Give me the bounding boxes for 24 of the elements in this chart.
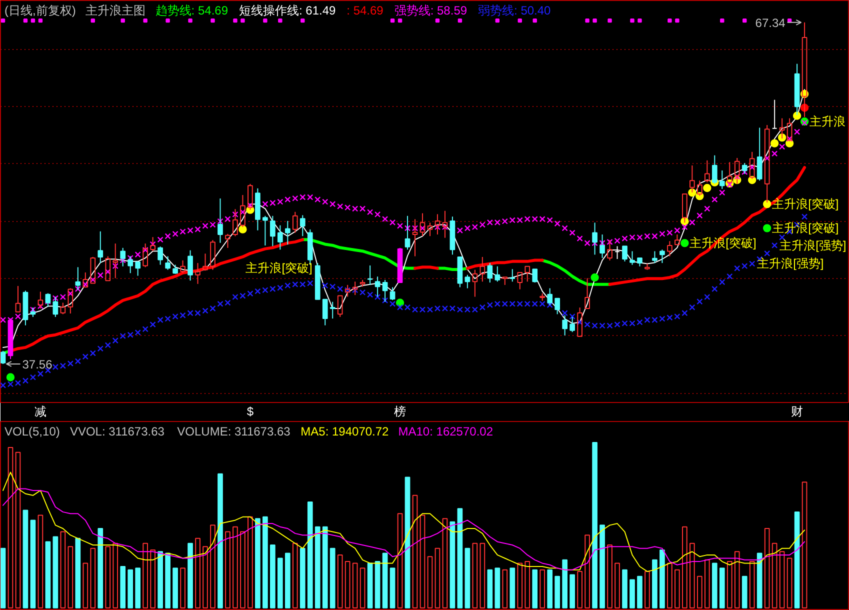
- text: VOLUME: 311673.63: [177, 424, 291, 438]
- data-label: 主升浪[突破]: [772, 197, 839, 212]
- text: : 54.69: [346, 4, 384, 18]
- data-label: 主升浪[强势]: [780, 238, 846, 252]
- text: MA5: 194070.72: [300, 424, 390, 438]
- text: MA10: 162570.02: [398, 424, 494, 438]
- chart-title: VOL(5,10): [4, 424, 60, 438]
- annotation: 67.34: [755, 16, 786, 30]
- chart-subtitle: 主升浪主图: [85, 4, 146, 18]
- data-label: 主升浪[突破]: [246, 260, 312, 275]
- text: 短线操作线: 61.49: [238, 4, 336, 18]
- x-tick-label: $: [246, 404, 254, 418]
- text: 弱势线: 50.40: [478, 4, 552, 18]
- annotation: 37.56: [22, 357, 53, 372]
- text: VVOL: 311673.63: [70, 424, 165, 438]
- text: 趋势线: 54.69: [155, 4, 228, 18]
- chart-title: (日线,前复权): [4, 4, 76, 18]
- data-label: 主升浪: [810, 114, 846, 128]
- data-label: 主升浪[突破]: [772, 221, 839, 236]
- text: 强势线: 58.59: [394, 4, 468, 18]
- x-tick-label: 减: [34, 404, 46, 418]
- x-tick-label: 榜: [394, 404, 406, 418]
- x-tick-label: 财: [791, 404, 804, 418]
- data-label: 主升浪[强势]: [757, 256, 824, 271]
